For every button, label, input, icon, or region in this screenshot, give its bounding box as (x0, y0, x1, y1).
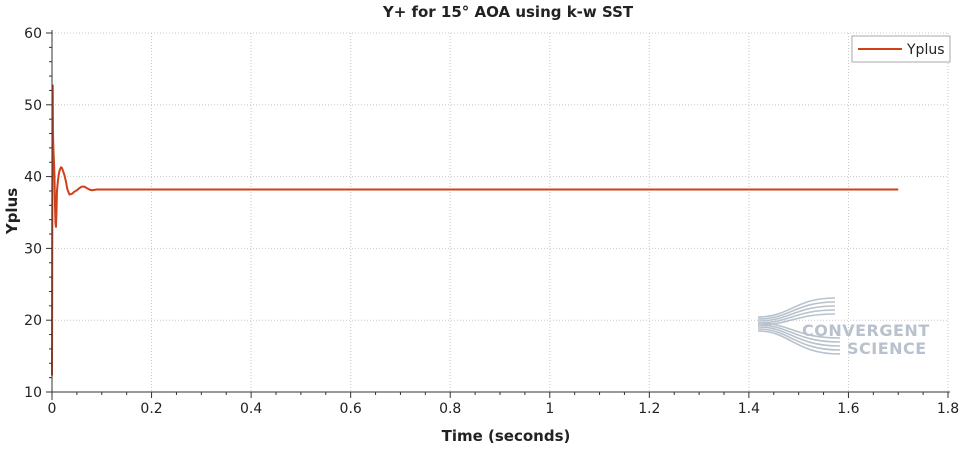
convergent-science-logo: CONVERGENT SCIENCE (757, 297, 930, 358)
x-tick-label: 1.8 (937, 401, 959, 417)
logo-swoosh-curve-upper (757, 313, 836, 326)
x-tick-label: 0.8 (439, 401, 461, 417)
logo-swoosh-curve-lower (757, 324, 841, 343)
y-tick-label: 30 (24, 241, 42, 257)
logo-swoosh-icon (757, 297, 841, 355)
legend[interactable]: Yplus (851, 35, 951, 63)
logo-swoosh-curve-lower (757, 326, 841, 347)
logo-swoosh-curve-upper (757, 305, 836, 322)
series-line-yplus (51, 84, 899, 376)
chart-title: Y+ for 15° AOA using k-w SST (382, 3, 634, 21)
x-tick-label: 0.2 (140, 401, 162, 417)
x-tick-label: 0 (48, 401, 57, 417)
axes (48, 30, 950, 400)
logo-swoosh-curve-lower (757, 328, 841, 351)
series-layer (51, 84, 899, 376)
x-axis-title: Time (seconds) (442, 427, 571, 445)
y-tick-label: 40 (24, 170, 42, 186)
y-tick-label: 50 (24, 98, 42, 114)
x-tick-label: 1.2 (638, 401, 660, 417)
logo-swoosh-curve-upper (757, 309, 836, 324)
x-tick-label: 1 (545, 401, 554, 417)
x-tick-label: 0.6 (340, 401, 362, 417)
logo-swoosh-curve-lower (757, 330, 841, 355)
x-tick-label: 1.4 (738, 401, 760, 417)
y-tick-label: 60 (24, 26, 42, 42)
legend-label-yplus: Yplus (906, 42, 945, 58)
ticks: 0 0.2 0.4 0.6 0.8 1 1.2 1.4 1.6 1.8 10 20 30 40 50 60 (24, 26, 959, 417)
logo-text-line2: SCIENCE (847, 339, 927, 358)
y-tick-label: 20 (24, 313, 42, 329)
logo-swoosh-curve-upper (757, 301, 836, 320)
y-axis-title: Yplus (3, 188, 21, 235)
y-tick-label: 10 (24, 385, 42, 401)
x-tick-label: 0.4 (240, 401, 262, 417)
x-tick-label: 1.6 (837, 401, 859, 417)
logo-swoosh-curve-upper (757, 297, 836, 318)
logo-text-line1: CONVERGENT (802, 321, 930, 340)
